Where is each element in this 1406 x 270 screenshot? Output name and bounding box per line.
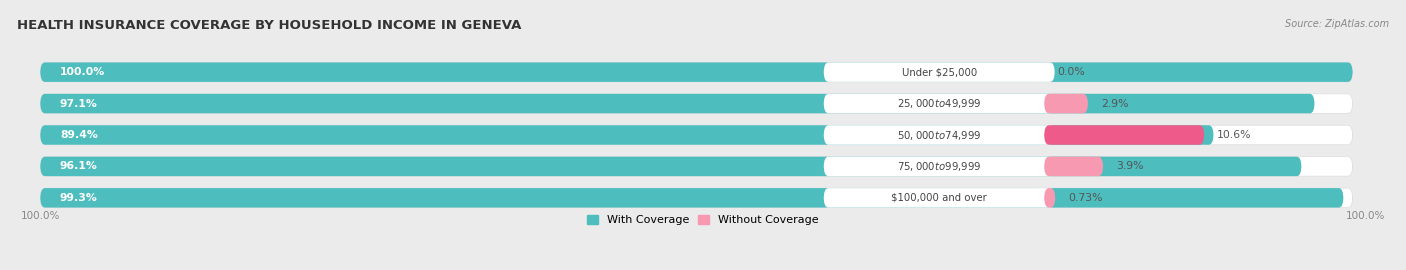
Text: 100.0%: 100.0% [1346, 211, 1385, 221]
Text: 3.9%: 3.9% [1116, 161, 1143, 171]
Text: 100.0%: 100.0% [21, 211, 60, 221]
Text: 97.1%: 97.1% [60, 99, 98, 109]
FancyBboxPatch shape [824, 125, 1054, 145]
Text: $25,000 to $49,999: $25,000 to $49,999 [897, 97, 981, 110]
Text: 89.4%: 89.4% [60, 130, 98, 140]
FancyBboxPatch shape [1045, 94, 1088, 113]
FancyBboxPatch shape [1045, 188, 1056, 208]
Text: 100.0%: 100.0% [60, 67, 105, 77]
Text: 0.73%: 0.73% [1069, 193, 1102, 203]
FancyBboxPatch shape [41, 62, 1353, 82]
FancyBboxPatch shape [1045, 157, 1104, 176]
Text: 96.1%: 96.1% [60, 161, 98, 171]
Text: HEALTH INSURANCE COVERAGE BY HOUSEHOLD INCOME IN GENEVA: HEALTH INSURANCE COVERAGE BY HOUSEHOLD I… [17, 19, 522, 32]
Text: 99.3%: 99.3% [60, 193, 98, 203]
FancyBboxPatch shape [824, 157, 1054, 176]
FancyBboxPatch shape [41, 157, 1302, 176]
Text: 10.6%: 10.6% [1218, 130, 1251, 140]
Text: Source: ZipAtlas.com: Source: ZipAtlas.com [1285, 19, 1389, 29]
FancyBboxPatch shape [824, 62, 1054, 82]
FancyBboxPatch shape [824, 94, 1054, 113]
FancyBboxPatch shape [41, 125, 1213, 145]
FancyBboxPatch shape [41, 125, 1353, 145]
FancyBboxPatch shape [824, 188, 1054, 208]
Text: $75,000 to $99,999: $75,000 to $99,999 [897, 160, 981, 173]
Text: $50,000 to $74,999: $50,000 to $74,999 [897, 129, 981, 141]
FancyBboxPatch shape [41, 188, 1343, 208]
Text: 0.0%: 0.0% [1057, 67, 1085, 77]
Text: $100,000 and over: $100,000 and over [891, 193, 987, 203]
FancyBboxPatch shape [41, 157, 1353, 176]
Text: Under $25,000: Under $25,000 [901, 67, 977, 77]
Text: 2.9%: 2.9% [1101, 99, 1129, 109]
FancyBboxPatch shape [41, 62, 1353, 82]
Legend: With Coverage, Without Coverage: With Coverage, Without Coverage [582, 210, 824, 230]
FancyBboxPatch shape [41, 188, 1353, 208]
FancyBboxPatch shape [41, 94, 1315, 113]
FancyBboxPatch shape [1045, 125, 1204, 145]
FancyBboxPatch shape [41, 94, 1353, 113]
